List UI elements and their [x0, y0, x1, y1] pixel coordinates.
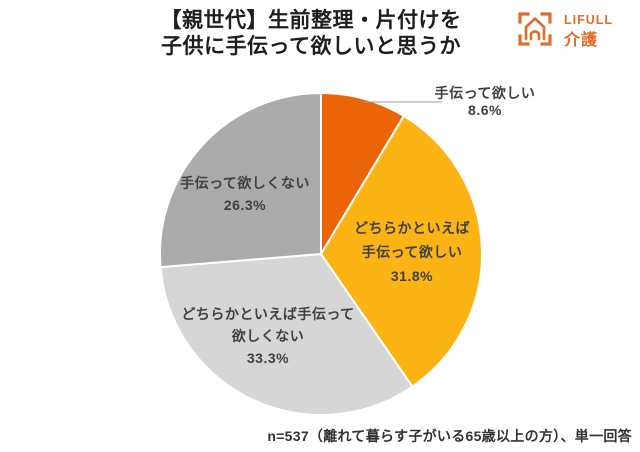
slice-label-text-line1: どちらかといえば	[354, 220, 470, 236]
slice-label-pct: 31.8%	[390, 268, 434, 284]
logo-service-text: 介護	[563, 30, 598, 49]
chart-title-line2: 子供に手伝って欲しいと思うか	[161, 35, 461, 58]
slice-label-dochiraka-hoshikunai: どちらかといえば手伝って 欲しくない 33.3%	[168, 303, 368, 369]
chart-title: 【親世代】生前整理・片付けを 子供に手伝って欲しいと思うか	[41, 8, 581, 60]
house-icon	[524, 17, 546, 41]
slice-label-text-line2: 手伝って欲しい	[361, 244, 463, 260]
slice-label-tetsudatte-hoshii: 手伝って欲しい 8.6%	[420, 85, 550, 119]
pie-slice-3	[159, 92, 322, 269]
slice-label-text-line2: 欲しくない	[231, 328, 305, 344]
viewfinder-brackets-icon	[518, 12, 552, 46]
slice-label-text: 手伝って欲しくない	[180, 175, 310, 191]
slice-label-text: 手伝って欲しい	[434, 85, 536, 101]
slice-label-hoshikunai: 手伝って欲しくない 26.3%	[145, 172, 345, 216]
lifull-kaigo-logo: LIFULL 介護	[512, 9, 634, 53]
chart-title-line1: 【親世代】生前整理・片付けを	[160, 9, 462, 32]
pie-slice-0	[320, 92, 405, 255]
slice-label-pct: 33.3%	[246, 350, 290, 366]
logo-svg: LIFULL 介護	[518, 12, 613, 49]
pie-slice-2	[159, 253, 414, 416]
slice-label-text-line1: どちらかといえば手伝って	[181, 306, 355, 322]
slice-label-pct: 26.3%	[223, 197, 267, 213]
pie-slice-1	[320, 114, 483, 388]
slice-label-pct: 8.6%	[468, 102, 502, 118]
pie-slices-group	[159, 92, 483, 416]
survey-note: n=537（離れて暮らす子がいる65歳以上の方）、単一回答	[267, 428, 632, 444]
logo-brand-text: LIFULL	[564, 13, 613, 27]
slice-label-dochiraka-hoshii: どちらかといえば 手伝って欲しい 31.8%	[322, 216, 502, 288]
